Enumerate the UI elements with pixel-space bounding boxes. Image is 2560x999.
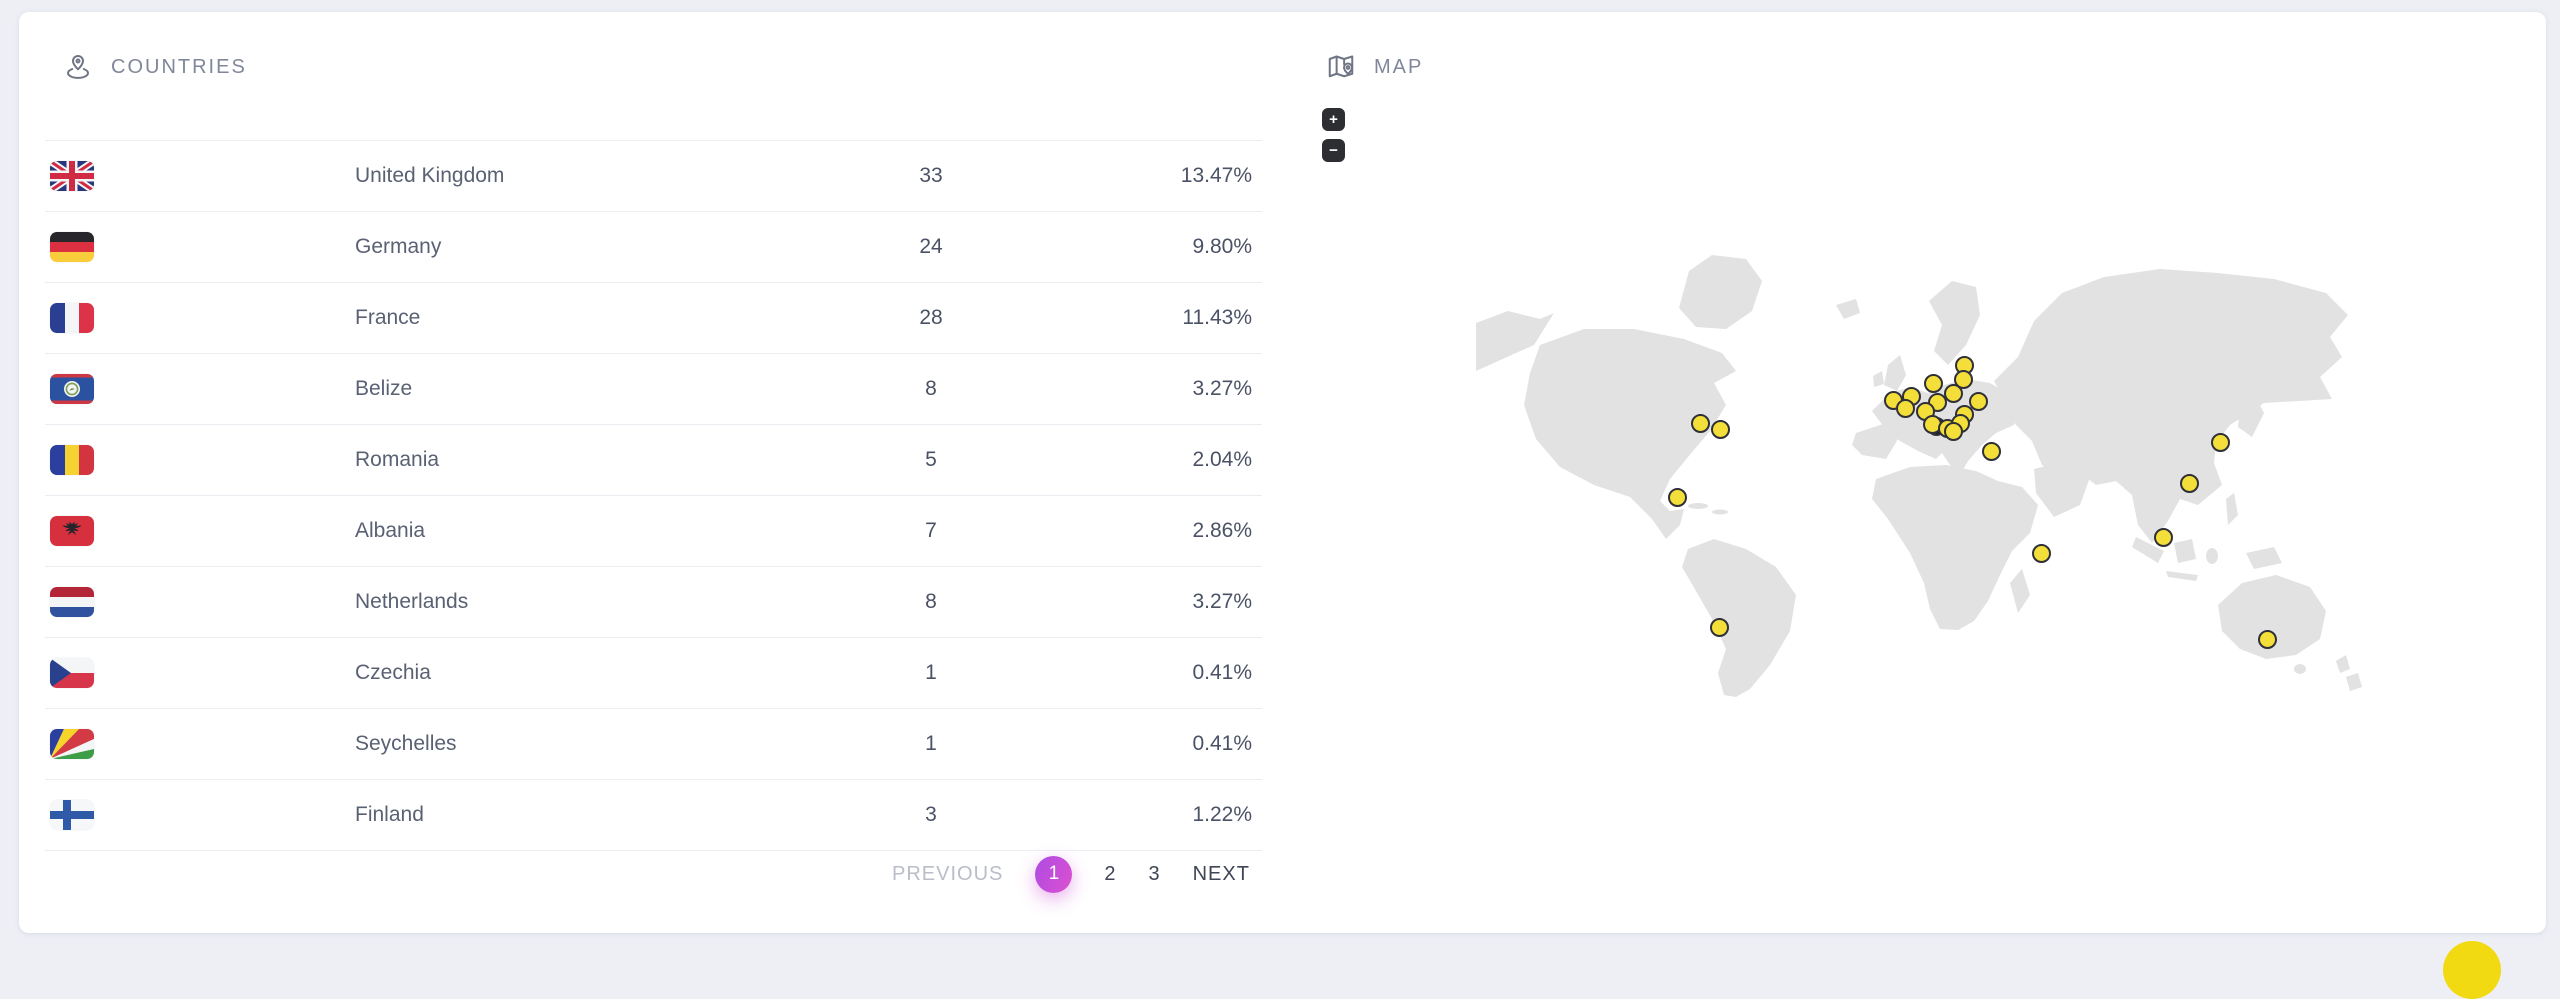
countries-panel-title: COUNTRIES — [111, 55, 247, 78]
table-row: France 28 11.43% — [45, 282, 1262, 353]
country-count: 1 — [925, 661, 937, 684]
country-count: 5 — [925, 448, 937, 471]
map-marker[interactable] — [1943, 421, 1963, 441]
table-row: Finland 3 1.22% — [45, 779, 1262, 851]
flag-sc-icon — [50, 729, 94, 759]
pagination-next-button[interactable]: NEXT — [1192, 862, 1250, 885]
flag-bz-icon — [50, 374, 94, 404]
countries-panel-header: COUNTRIES — [63, 52, 247, 82]
map-marker[interactable] — [2031, 543, 2051, 563]
country-name: Netherlands — [355, 590, 469, 613]
map-marker[interactable] — [2153, 527, 2173, 547]
country-percent: 3.27% — [1192, 590, 1252, 613]
map-panel-title: MAP — [1374, 55, 1424, 78]
country-count: 7 — [925, 519, 937, 542]
country-name: Czechia — [355, 661, 431, 684]
country-percent: 13.47% — [1180, 164, 1252, 187]
country-name: Romania — [355, 448, 440, 471]
map-marker[interactable] — [1953, 369, 1973, 389]
country-count: 3 — [925, 803, 937, 826]
map-marker[interactable] — [2257, 629, 2277, 649]
country-count: 1 — [925, 732, 937, 755]
world-map[interactable] — [1474, 253, 2375, 705]
country-count: 8 — [925, 377, 937, 400]
pagination: PREVIOUS 1 2 3 NEXT — [892, 850, 1250, 898]
country-name: United Kingdom — [355, 164, 505, 187]
map-panel-header: MAP — [1326, 52, 1423, 82]
map-marker[interactable] — [1895, 398, 1915, 418]
map-zoom-out-button[interactable]: − — [1322, 139, 1345, 162]
map-marker[interactable] — [2210, 432, 2230, 452]
map-marker[interactable] — [1709, 617, 1729, 637]
pagination-page[interactable]: 3 — [1148, 862, 1161, 885]
flag-gb-icon — [50, 161, 94, 191]
table-row: Albania 7 2.86% — [45, 495, 1262, 566]
flag-fr-icon — [50, 303, 94, 333]
table-row: United Kingdom 33 13.47% — [45, 140, 1262, 211]
map-marker[interactable] — [2179, 473, 2199, 493]
country-percent: 2.04% — [1192, 448, 1252, 471]
map-marker[interactable] — [1667, 487, 1687, 507]
country-name: Albania — [355, 519, 426, 542]
country-percent: 2.86% — [1192, 519, 1252, 542]
table-row: Belize 8 3.27% — [45, 353, 1262, 424]
country-name: Germany — [355, 235, 442, 258]
country-count: 8 — [925, 590, 937, 613]
country-name: Belize — [355, 377, 413, 400]
table-row: Germany 24 9.80% — [45, 211, 1262, 282]
country-name: Finland — [355, 803, 424, 826]
table-row: Seychelles 1 0.41% — [45, 708, 1262, 779]
map-marker[interactable] — [1968, 391, 1988, 411]
country-percent: 0.41% — [1192, 661, 1252, 684]
country-percent: 1.22% — [1192, 803, 1252, 826]
flag-cz-icon — [50, 658, 94, 688]
pagination-pages: 1 2 3 — [1035, 855, 1161, 893]
globe-pin-icon — [63, 52, 93, 82]
countries-table: United Kingdom 33 13.47% Germany 24 9.80% Fran… — [45, 140, 1262, 851]
table-row: Romania 5 2.04% — [45, 424, 1262, 495]
country-percent: 3.27% — [1192, 377, 1252, 400]
floating-action-button[interactable] — [2443, 941, 2501, 999]
country-name: France — [355, 306, 421, 329]
table-row: Czechia 1 0.41% — [45, 637, 1262, 708]
flag-nl-icon — [50, 587, 94, 617]
map-marker[interactable] — [1710, 419, 1730, 439]
pagination-page[interactable]: 2 — [1104, 862, 1117, 885]
flag-fi-icon — [50, 800, 94, 830]
flag-al-icon — [50, 516, 94, 546]
table-row: Netherlands 8 3.27% — [45, 566, 1262, 637]
pagination-previous-button[interactable]: PREVIOUS — [892, 862, 1004, 885]
country-count: 24 — [919, 235, 943, 258]
folded-map-pin-icon — [1326, 52, 1356, 82]
map-zoom-in-button[interactable]: + — [1322, 108, 1345, 131]
country-count: 33 — [919, 164, 943, 187]
map-marker[interactable] — [1690, 413, 1710, 433]
world-map-area — [1474, 253, 2375, 705]
map-marker[interactable] — [1981, 441, 2001, 461]
map-marker[interactable] — [1923, 373, 1943, 393]
map-marker[interactable] — [1943, 383, 1963, 403]
country-percent: 0.41% — [1192, 732, 1252, 755]
pagination-page-active[interactable]: 1 — [1035, 855, 1073, 893]
flag-de-icon — [50, 232, 94, 262]
country-name: Seychelles — [355, 732, 457, 755]
country-percent: 9.80% — [1192, 235, 1252, 258]
country-count: 28 — [919, 306, 943, 329]
flag-ro-icon — [50, 445, 94, 475]
country-percent: 11.43% — [1182, 306, 1252, 329]
